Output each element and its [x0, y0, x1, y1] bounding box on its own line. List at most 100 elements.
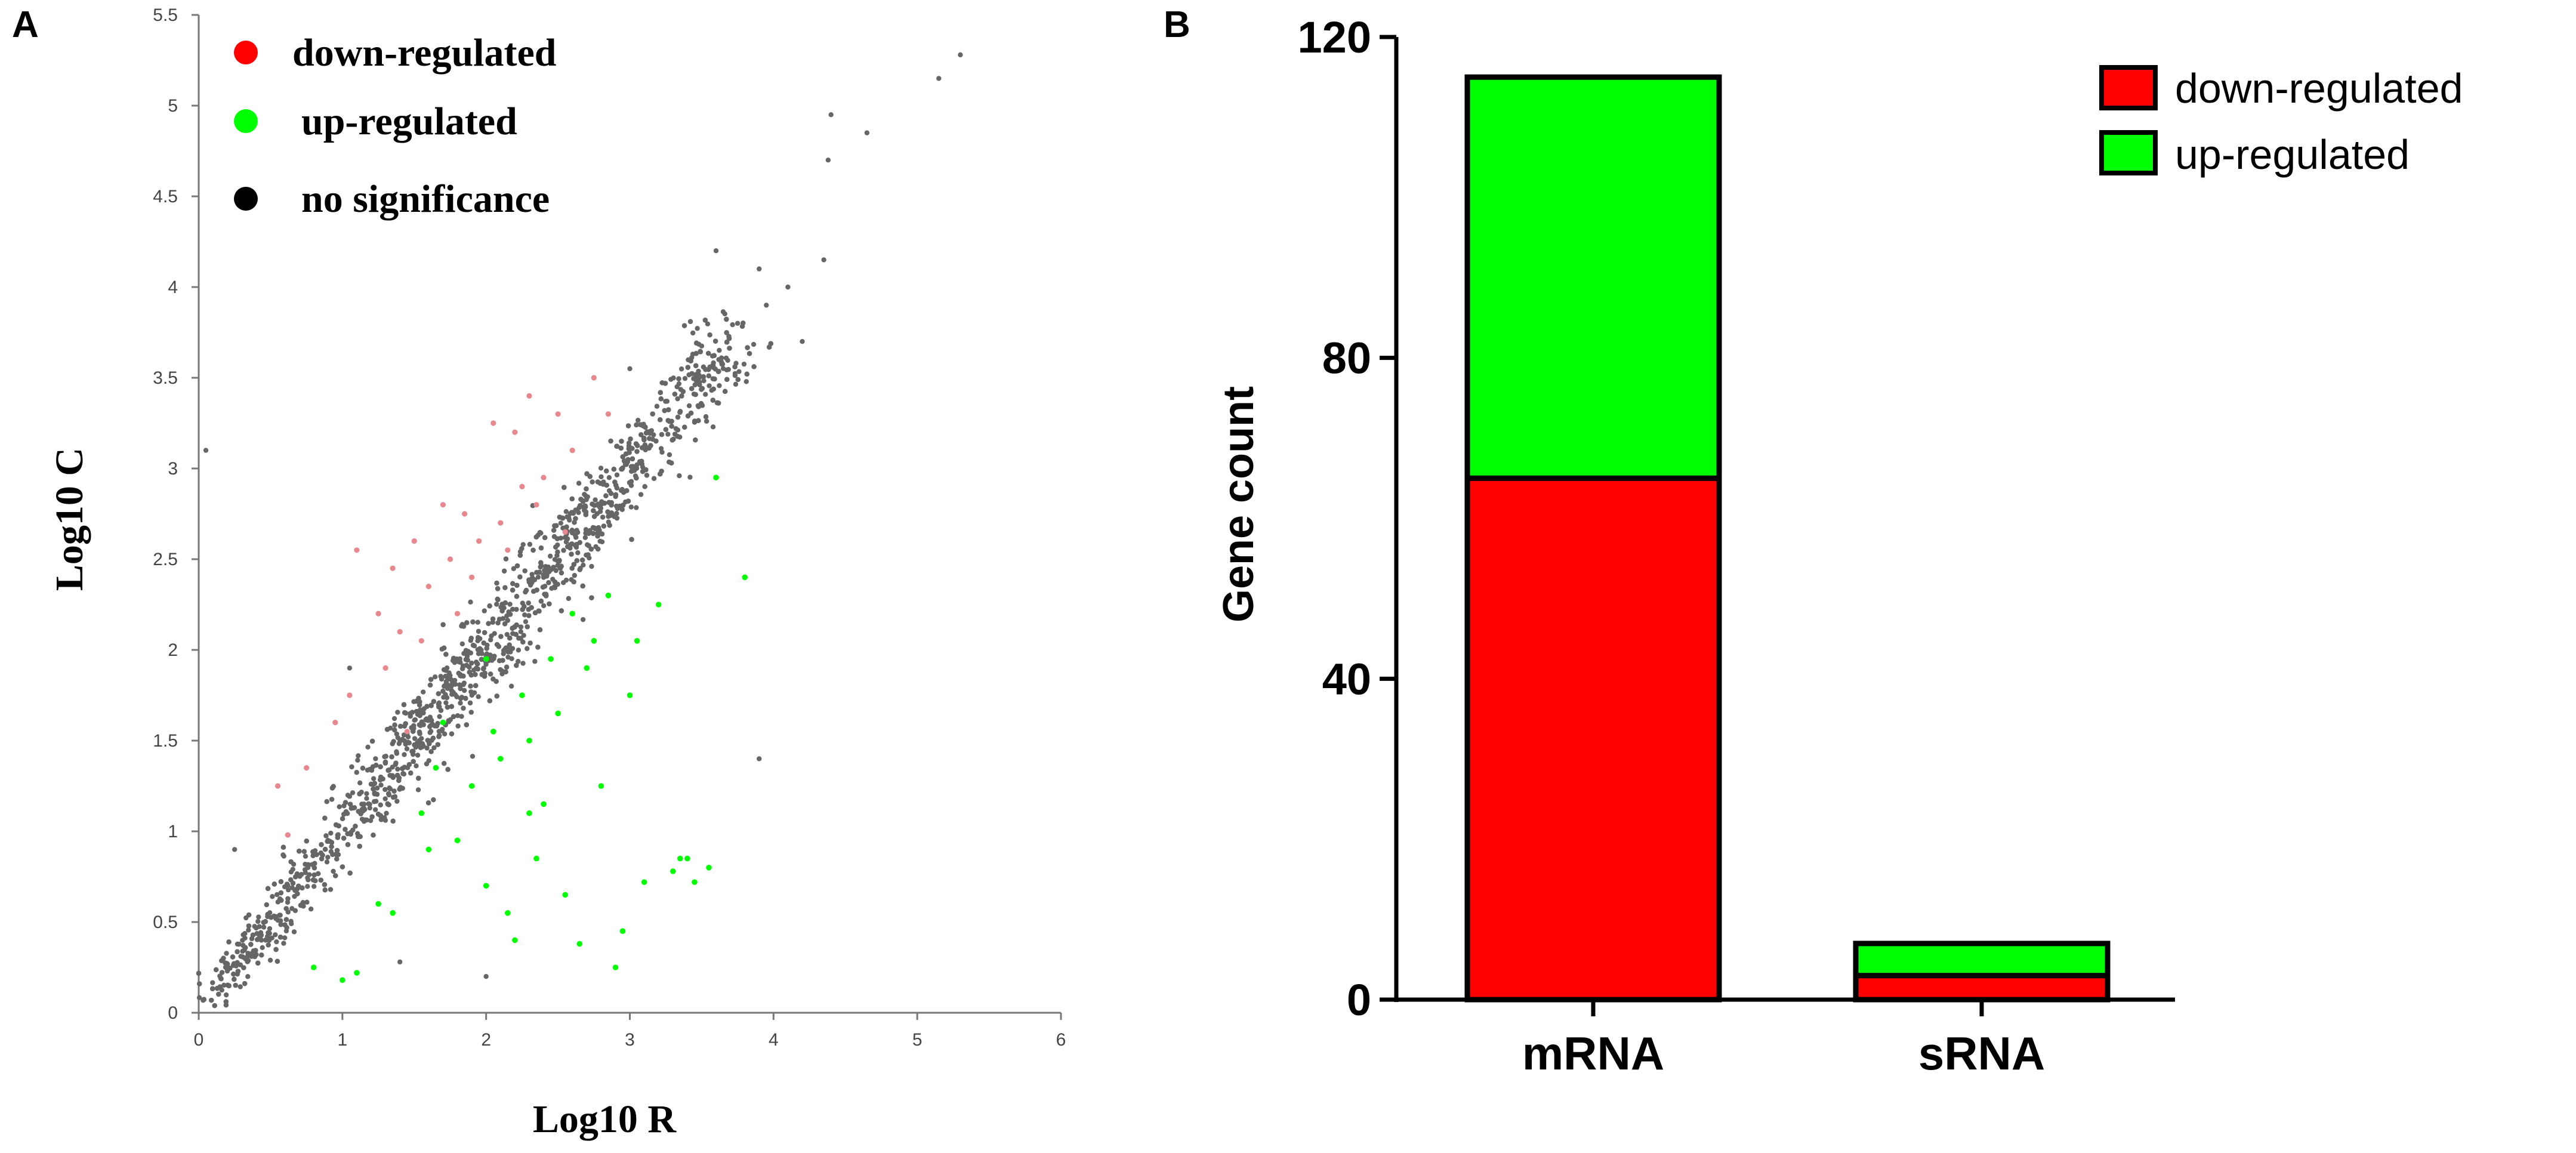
- point-no-significance: [417, 731, 422, 736]
- point-no-significance: [499, 671, 505, 677]
- point-no-significance: [703, 391, 708, 397]
- point-no-significance: [674, 384, 680, 390]
- point-up-regulated: [598, 783, 604, 789]
- point-no-significance: [605, 509, 610, 514]
- point-no-significance: [415, 787, 421, 793]
- point-no-significance: [592, 526, 598, 532]
- point-no-significance: [452, 659, 458, 665]
- point-no-significance: [241, 965, 246, 970]
- point-down-regulated: [382, 665, 388, 671]
- legend-dot-none: [234, 187, 258, 211]
- point-no-significance: [706, 373, 712, 379]
- point-no-significance: [701, 374, 707, 380]
- point-up-regulated: [512, 937, 518, 944]
- point-no-significance: [255, 960, 261, 966]
- point-no-significance: [576, 510, 581, 516]
- point-down-regulated: [390, 565, 396, 571]
- point-no-significance: [638, 432, 644, 437]
- point-no-significance: [328, 887, 334, 892]
- point-up-regulated: [634, 638, 640, 644]
- bar-category-label: sRNA: [1918, 1027, 2045, 1080]
- point-no-significance: [641, 437, 647, 443]
- point-no-significance: [501, 568, 507, 574]
- point-no-significance: [623, 451, 629, 457]
- point-up-regulated: [526, 810, 532, 816]
- point-no-significance: [537, 569, 542, 575]
- point-no-significance: [585, 552, 591, 557]
- point-no-significance: [368, 818, 374, 824]
- point-no-significance: [530, 547, 536, 553]
- point-no-significance: [562, 535, 568, 540]
- point-no-significance: [580, 616, 586, 622]
- point-no-significance: [242, 931, 248, 936]
- point-no-significance: [646, 445, 652, 451]
- point-no-significance: [533, 534, 539, 540]
- point-no-significance: [226, 939, 232, 945]
- point-no-significance: [425, 800, 431, 806]
- point-no-significance: [611, 467, 617, 472]
- point-no-significance: [450, 680, 455, 686]
- point-no-significance: [477, 646, 483, 652]
- point-no-significance: [630, 456, 635, 462]
- point-no-significance: [634, 505, 639, 510]
- point-no-significance: [372, 807, 378, 812]
- point-no-significance: [735, 377, 741, 383]
- point-no-significance: [518, 629, 523, 634]
- point-no-significance: [263, 938, 269, 943]
- point-no-significance: [402, 710, 408, 716]
- point-up-regulated: [627, 692, 633, 698]
- point-no-significance: [329, 844, 334, 849]
- point-no-significance: [658, 396, 664, 402]
- point-down-regulated: [605, 411, 611, 417]
- point-no-significance: [619, 507, 625, 512]
- point-no-significance: [579, 557, 585, 563]
- bar-y-tick-label: 0: [1347, 975, 1371, 1025]
- scatter-chart: 0 1 2 3 4 5 600.511.522.533.544.555.5 Log10 R …: [48, 5, 1066, 1141]
- point-no-significance: [531, 588, 536, 594]
- point-no-significance: [471, 690, 477, 695]
- point-no-significance: [551, 534, 557, 539]
- point-no-significance: [419, 719, 425, 725]
- point-no-significance: [483, 974, 489, 979]
- point-no-significance: [595, 546, 601, 552]
- point-no-significance: [341, 836, 347, 841]
- legend-label-down-b: down-regulated: [2175, 65, 2463, 112]
- point-no-significance: [604, 468, 609, 474]
- point-no-significance: [520, 639, 526, 645]
- point-no-significance: [294, 871, 300, 877]
- point-no-significance: [726, 366, 731, 372]
- point-no-significance: [431, 745, 437, 751]
- scatter-x-tick-label: 6: [1056, 1030, 1066, 1050]
- point-no-significance: [557, 514, 563, 520]
- point-no-significance: [572, 573, 578, 578]
- point-no-significance: [378, 764, 383, 770]
- point-no-significance: [476, 628, 482, 634]
- point-no-significance: [625, 423, 631, 428]
- point-no-significance: [693, 340, 699, 346]
- point-no-significance: [541, 603, 547, 609]
- point-down-regulated: [375, 611, 381, 616]
- point-no-significance: [523, 588, 529, 593]
- point-no-significance: [669, 424, 674, 429]
- point-no-significance: [514, 563, 520, 569]
- point-no-significance: [237, 984, 243, 989]
- scatter-x-tick-label: 2: [481, 1030, 491, 1050]
- point-no-significance: [449, 692, 455, 697]
- point-no-significance: [314, 852, 319, 858]
- point-no-significance: [254, 931, 260, 936]
- point-no-significance: [665, 418, 671, 423]
- point-no-significance: [470, 643, 476, 648]
- point-no-significance: [696, 380, 702, 386]
- point-no-significance: [447, 673, 453, 679]
- point-no-significance: [280, 844, 286, 850]
- point-no-significance: [503, 556, 509, 562]
- point-no-significance: [303, 870, 308, 875]
- point-down-regulated: [440, 502, 446, 508]
- point-no-significance: [277, 912, 283, 918]
- point-no-significance: [613, 482, 619, 488]
- point-no-significance: [451, 714, 456, 720]
- point-no-significance: [270, 894, 275, 899]
- point-no-significance: [408, 770, 414, 776]
- point-no-significance: [703, 414, 709, 420]
- point-no-significance: [378, 782, 384, 788]
